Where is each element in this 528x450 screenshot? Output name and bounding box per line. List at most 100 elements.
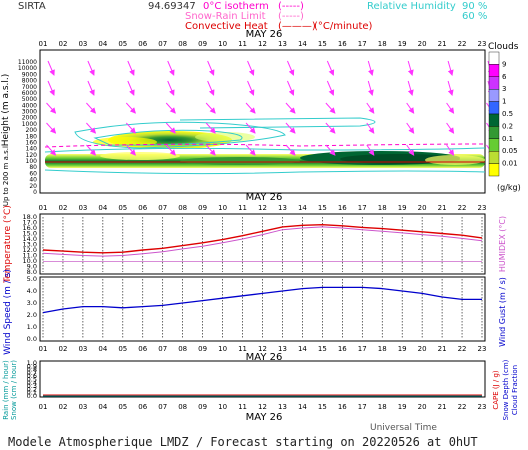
hour-tick-label: 19 <box>398 40 407 48</box>
wind-arrow <box>165 144 176 156</box>
hour-tick-label: 16 <box>338 204 347 212</box>
wind-arrow <box>46 122 57 134</box>
rain-panel-frame <box>39 360 486 398</box>
wind-arrow <box>406 144 415 156</box>
wind-arrow <box>325 122 336 134</box>
snow-y-label: Snow (cm / hour) <box>10 360 18 420</box>
cloud-y-tick: 60 <box>29 170 37 177</box>
cloud-y-tick: 160 <box>26 139 38 146</box>
cloud-y-tick: 3000 <box>22 109 37 116</box>
hour-tick-label: 18 <box>378 345 387 353</box>
cloud-y-tick: 80 <box>29 164 37 171</box>
colorbar-swatch <box>488 113 500 127</box>
temp-y-tick: 16.0 <box>23 224 37 232</box>
cloud-y-tick: 2000 <box>22 115 37 122</box>
temp-y-label: Temperature (°C) <box>3 205 13 284</box>
hour-tick-label: 08 <box>178 403 187 411</box>
hour-tick-label: 11 <box>238 345 247 353</box>
hour-tick-label: 03 <box>78 403 87 411</box>
date-label-mid: MAY 26 <box>246 192 283 203</box>
wind-arrow <box>245 102 256 114</box>
wind-arrow <box>245 144 256 156</box>
hour-tick-label: 13 <box>278 403 287 411</box>
wind-arrow <box>207 60 215 76</box>
colorbar-tick: 0.5 <box>502 110 513 118</box>
cloud-y-tick: 180 <box>26 133 38 140</box>
rain-y-tick: 0.0 <box>27 392 37 400</box>
wind-y-tick: 0.0 <box>27 335 37 343</box>
wind-arrow <box>207 80 215 96</box>
cloud-y-tick: 4000 <box>22 102 37 109</box>
wind-arrow <box>167 60 175 76</box>
cloud-y-tick: 120 <box>26 152 38 159</box>
hour-tick-label: 02 <box>58 204 67 212</box>
wind-y-tick: 1.0 <box>27 323 37 331</box>
hour-tick-label: 22 <box>458 204 467 212</box>
wind-arrow <box>125 144 136 156</box>
wind-arrow <box>165 122 176 134</box>
convective-label: Convective Heat <box>185 21 268 32</box>
temp-y-tick: 9.0 <box>27 263 37 271</box>
wind-arrow <box>167 80 175 96</box>
rh90-value: 90 % <box>462 1 487 12</box>
temp-y-tick: 12.0 <box>23 246 37 254</box>
hour-axis-3: 01 02 03 04 05 06 07 08 09 10 11 12 13 14 15 16 17 18 19 20… <box>39 345 487 353</box>
hour-tick-label: 07 <box>158 403 167 411</box>
hour-tick-label: 03 <box>78 345 87 353</box>
colorbar: 9 6 3 1 0.5 0.2 0.1 0.05 0.01 <box>488 51 518 177</box>
hour-tick-label: 23 <box>478 40 487 48</box>
hour-tick-label: 07 <box>158 204 167 212</box>
hour-tick-label: 06 <box>138 204 147 212</box>
humidex-y-label: HUMIDEX (°C) <box>498 216 507 272</box>
colorbar-swatch <box>488 76 500 90</box>
temp-y-tick: 17.0 <box>23 219 37 227</box>
hour-tick-label: 23 <box>478 403 487 411</box>
cloud-y-tick: 5000 <box>22 96 37 103</box>
hour-tick-label: 11 <box>238 40 247 48</box>
hour-tick-label: 18 <box>378 40 387 48</box>
hour-tick-label: 23 <box>478 204 487 212</box>
hour-tick-label: 04 <box>98 40 107 48</box>
hour-tick-label: 14 <box>298 403 307 411</box>
temp-y-tick: 10.0 <box>23 257 37 265</box>
hour-tick-label: 15 <box>318 345 327 353</box>
rain-y-axis: 1.00.90.80.70.60.50.40.30.20.10.0 <box>27 359 37 400</box>
hour-tick-label: 17 <box>358 40 367 48</box>
hour-tick-label: 13 <box>278 204 287 212</box>
wind-arrow <box>127 80 135 96</box>
rain-y-tick: 0.4 <box>27 379 37 387</box>
hour-tick-label: 16 <box>338 345 347 353</box>
cloud-y-tick: 200 <box>26 127 38 134</box>
wind-arrow <box>86 102 97 114</box>
hour-tick-label: 19 <box>398 204 407 212</box>
cloud-y-tick: 7000 <box>22 84 37 91</box>
wind-speed-line <box>42 286 482 314</box>
cloud-y-tick: 11000 <box>18 59 37 66</box>
hour-tick-label: 15 <box>318 403 327 411</box>
isotherm-label: 0°C isotherm <box>203 1 269 12</box>
hour-tick-label: 12 <box>258 204 267 212</box>
hour-tick-label: 22 <box>458 345 467 353</box>
hour-tick-label: 17 <box>358 204 367 212</box>
convective-unit: (°C/minute) <box>314 21 373 32</box>
wind-arrow <box>366 102 375 114</box>
hour-tick-label: 06 <box>138 345 147 353</box>
hour-tick-label: 10 <box>218 40 227 48</box>
rain-y-tick: 0.6 <box>27 372 37 380</box>
hour-tick-label: 11 <box>238 403 247 411</box>
hour-tick-label: 19 <box>398 403 407 411</box>
wind-y-tick: 2.0 <box>27 311 37 319</box>
hour-tick-label: 12 <box>258 345 267 353</box>
cloud-y-tick: 140 <box>26 146 38 153</box>
hour-tick-label: 05 <box>118 345 127 353</box>
temperature-line <box>42 223 483 254</box>
wind-y-tick: 5.0 <box>27 275 37 283</box>
snow-rain-legend: (-----) <box>278 11 304 22</box>
temp-y-tick: 18.0 <box>23 213 37 221</box>
hour-tick-label: 09 <box>198 40 207 48</box>
hour-tick-label: 04 <box>98 345 107 353</box>
wind-arrow <box>406 122 415 134</box>
wind-arrow <box>446 102 455 114</box>
hour-tick-label: 05 <box>118 403 127 411</box>
